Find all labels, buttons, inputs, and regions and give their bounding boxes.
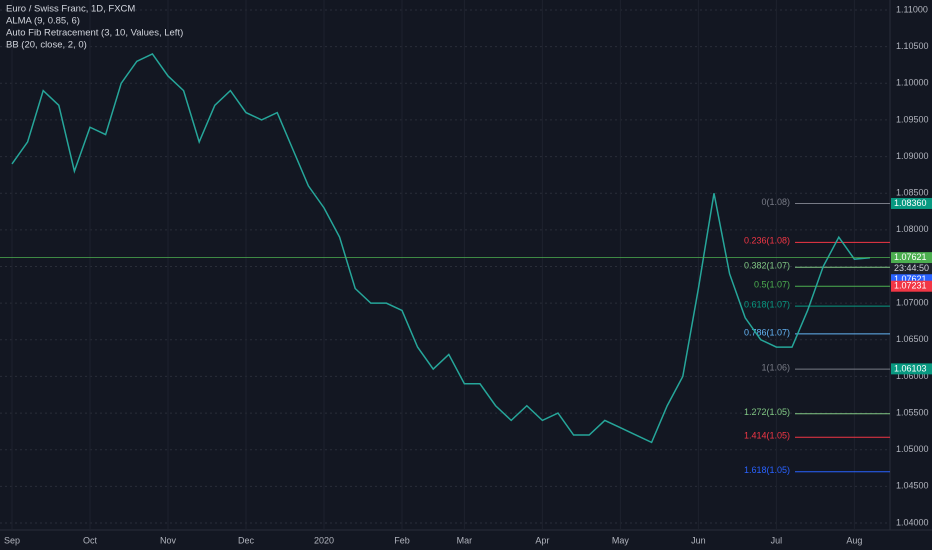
- axes: 1.04000 1.04500 1.05000 1.05500 1.06000 1.065…: [4, 4, 932, 545]
- x-tick-label: 2020: [314, 535, 334, 545]
- fib-label: 0.382(1.07): [744, 261, 790, 271]
- x-tick-label: Feb: [394, 535, 410, 545]
- price-label: 1.08360: [894, 198, 927, 208]
- y-tick-label: 1.06500: [896, 334, 929, 344]
- x-tick-label: Jun: [691, 535, 706, 545]
- fib-retracement: 0(1.08) 0.236(1.08) 0.382(1.07) 0.5(1.07) 0.…: [744, 197, 890, 475]
- fib-label: 0.5(1.07): [754, 280, 790, 290]
- price-label: 1.07231: [894, 281, 927, 291]
- series: [0, 53, 890, 444]
- price-label-bg: [891, 274, 932, 286]
- x-tick-label: Dec: [238, 535, 255, 545]
- y-tick-label: 1.04000: [896, 517, 929, 527]
- fib-label: 1.618(1.05): [744, 465, 790, 475]
- price-line: [11, 53, 871, 444]
- y-tick-label: 1.10000: [896, 78, 929, 88]
- x-tick-label: May: [612, 535, 630, 545]
- legend-fib: Auto Fib Retracement (3, 10, Values, Lef…: [6, 28, 183, 39]
- grid: [0, 0, 890, 530]
- legend-alma: ALMA (9, 0.85, 6): [6, 16, 80, 27]
- fib-label: 0.786(1.07): [744, 327, 790, 337]
- y-tick-label: 1.11000: [896, 4, 928, 14]
- x-tick-label: Jul: [771, 535, 783, 545]
- y-tick-label: 1.04500: [896, 481, 929, 491]
- y-tick-label: 1.08000: [896, 224, 929, 234]
- fib-label: 1.272(1.05): [744, 407, 790, 417]
- y-tick-label: 1.07000: [896, 298, 929, 308]
- fib-label: 0.236(1.08): [744, 236, 790, 246]
- price-label-bg: [891, 280, 932, 292]
- y-tick-label: 1.05000: [896, 444, 929, 454]
- fib-label: 1(1.06): [761, 362, 790, 372]
- fib-label: 1.414(1.05): [744, 431, 790, 441]
- legend-bb: BB (20, close, 2, 0): [6, 40, 87, 51]
- x-tick-label: Oct: [83, 535, 98, 545]
- y-tick-label: 1.09000: [896, 151, 929, 161]
- y-tick-label: 1.06000: [896, 371, 929, 381]
- x-tick-label: Aug: [846, 535, 862, 545]
- fib-label: 0(1.08): [761, 197, 790, 207]
- price-label-bg: [891, 252, 932, 264]
- countdown: 23:44:50: [894, 263, 929, 273]
- y-tick-label: 1.09500: [896, 114, 929, 124]
- countdown-bg: [891, 263, 932, 275]
- x-tick-label: Sep: [4, 535, 20, 545]
- price-label-bg: [891, 363, 932, 375]
- y-tick-label: 1.05500: [896, 407, 929, 417]
- price-label: 1.07621: [894, 252, 927, 262]
- fib-label: 0.618(1.07): [744, 299, 790, 309]
- x-tick-label: Nov: [160, 535, 177, 545]
- legend-symbol: Euro / Swiss Franc, 1D, FXCM: [6, 4, 135, 15]
- x-tick-label: Mar: [457, 535, 473, 545]
- x-tick-label: Apr: [535, 535, 549, 545]
- price-label: 1.07621: [894, 274, 927, 284]
- price-label-bg: [891, 197, 932, 209]
- y-tick-label: 1.10500: [896, 41, 929, 51]
- price-label: 1.06103: [894, 363, 927, 373]
- y-tick-label: 1.08500: [896, 188, 929, 198]
